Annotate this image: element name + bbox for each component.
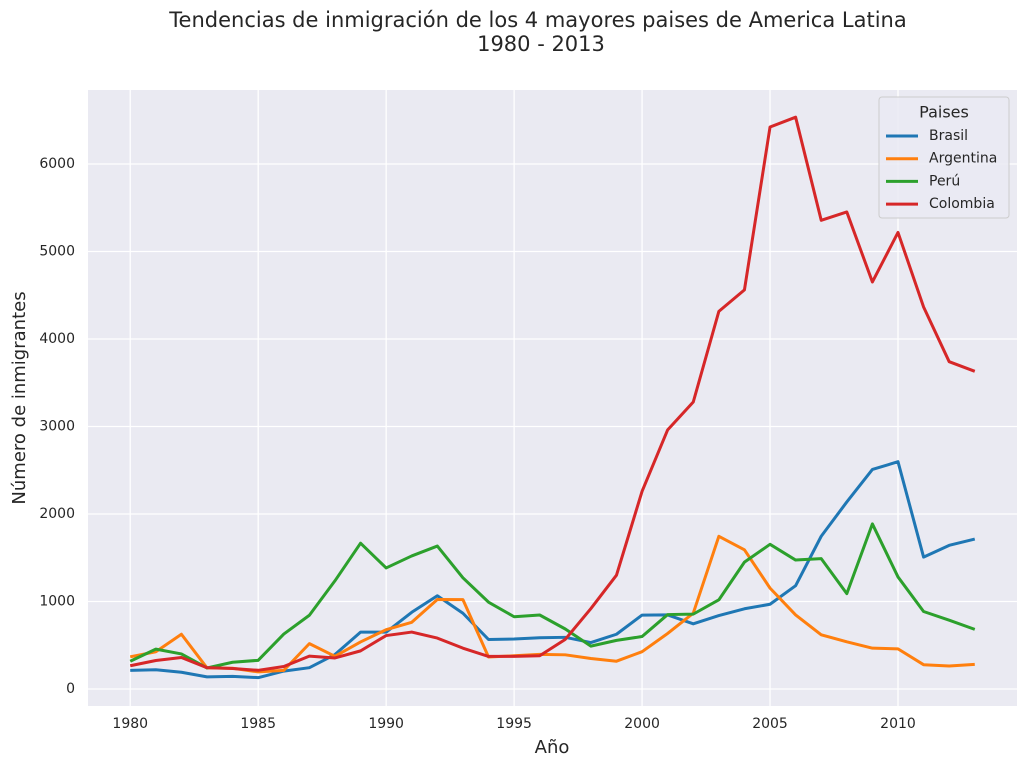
x-tick-label: 2005 bbox=[752, 716, 788, 732]
y-tick-label: 6000 bbox=[39, 156, 75, 172]
x-tick-label: 1990 bbox=[368, 716, 404, 732]
legend: Paises Brasil Argentina Perú Colombia bbox=[878, 96, 1010, 219]
y-tick-label: 2000 bbox=[39, 506, 75, 522]
x-tick-label: 2010 bbox=[880, 716, 916, 732]
legend-label: Argentina bbox=[929, 151, 997, 167]
y-tick-label: 5000 bbox=[39, 244, 75, 260]
series-line bbox=[129, 115, 976, 672]
x-tick-label: 1985 bbox=[240, 716, 276, 732]
series-line bbox=[130, 460, 976, 680]
y-tick-label: 1000 bbox=[39, 594, 75, 610]
chart-subtitle: 1980 - 2013 bbox=[477, 32, 605, 56]
y-axis-label: Número de inmigrantes bbox=[9, 291, 30, 504]
legend-title: Paises bbox=[919, 103, 969, 122]
plot-area bbox=[88, 90, 1017, 706]
y-tick-label: 4000 bbox=[39, 331, 75, 347]
lines bbox=[129, 115, 976, 680]
legend-label: Brasil bbox=[929, 128, 968, 144]
x-tick-label: 1980 bbox=[112, 716, 148, 732]
legend-label: Perú bbox=[929, 173, 960, 189]
x-tick-label: 2000 bbox=[624, 716, 660, 732]
x-axis-label: Año bbox=[535, 737, 570, 758]
y-tick-label: 0 bbox=[66, 681, 75, 697]
legend-box bbox=[878, 96, 1010, 219]
series-line bbox=[129, 534, 975, 674]
y-tick-label: 3000 bbox=[39, 419, 75, 435]
chart-title: Tendencias de inmigración de los 4 mayor… bbox=[168, 8, 906, 32]
series-line bbox=[129, 522, 976, 670]
legend-label: Colombia bbox=[929, 196, 995, 212]
x-tick-label: 1995 bbox=[496, 716, 532, 732]
